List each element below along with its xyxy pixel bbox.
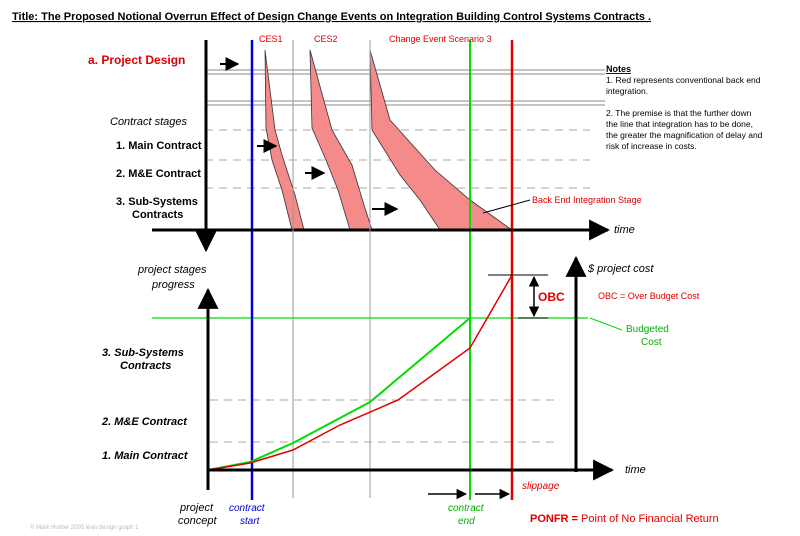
back-end-label: Back End Integration Stage [532,195,642,205]
ponfr-definition: Point of No Financial Return [578,513,719,525]
progress-label-a: project stages [137,264,207,276]
bottom-stage3a-label: 3. Sub-Systems [102,347,184,359]
bottom-dashed-lines [210,399,560,443]
notes-line: 1. Red represents conventional back end [606,75,761,85]
cost-axis-label: $ project cost [587,263,654,275]
notes-line: the line that integration has to be done… [606,119,753,129]
ces3-wedge [369,49,514,231]
budgeted-label-b: Cost [641,337,662,348]
back-end-pointer [482,199,531,214]
end-label-b: end [458,516,475,527]
contract-stages-label: Contract stages [110,116,188,128]
bottom-stage3b-label: Contracts [120,360,171,372]
progress-arrows [220,57,399,216]
bottom-stage2-label: 2. M&E Contract [101,416,188,428]
ces2-wedge [309,49,373,231]
obc-label: OBC [538,290,565,304]
project-design-label: a. Project Design [88,53,185,67]
ponfr-key: PONFR = [530,513,578,525]
ces1-wedge [264,49,305,231]
ces3-label: Change Event Scenario 3 [389,34,492,44]
progress-label-b: progress [151,279,195,291]
notes-line: risk of increase in costs. [606,141,697,151]
notes-line: integration. [606,86,648,96]
slippage-label: slippage [522,481,560,492]
top-stage3a-label: 3. Sub-Systems [116,196,198,208]
bottom-stage1-label: 1. Main Contract [102,450,189,462]
top-stage1-label: 1. Main Contract [116,140,202,152]
top-stage2-label: 2. M&E Contract [116,168,201,180]
concept-label-a: project [179,502,214,514]
start-label-b: start [240,516,261,527]
notes-block: Notes 1. Red represents conventional bac… [606,64,763,151]
budgeted-label-a: Budgeted [626,324,669,335]
footer-credit: © Mark Hunter 2005 lean design graph 1 [30,524,139,531]
start-label-a: contract [229,503,266,514]
ces2-label: CES2 [314,34,338,44]
ponfr-legend: PONFR = Point of No Financial Return [530,513,719,525]
notes-heading: Notes [606,64,631,74]
top-time-label: time [614,224,635,236]
change-event-wedges [264,49,514,231]
top-stage3b-label: Contracts [132,209,183,221]
end-label-a: contract [448,503,485,514]
budget-progress-curve [207,317,471,471]
notes-line: the greater the magnification of delay a… [606,130,763,140]
notes-line: 2. The premise is that the further down [606,108,752,118]
budgeted-pointer [589,317,623,331]
diagram-title: Title: The Proposed Notional Overrun Eff… [12,11,651,23]
grey-verticals [292,40,371,498]
bottom-time-label: time [625,464,646,476]
actual-cost-curve [207,274,513,471]
concept-label-b: concept [178,515,217,527]
obc-definition: OBC = Over Budget Cost [598,291,700,301]
ces1-label: CES1 [259,34,283,44]
